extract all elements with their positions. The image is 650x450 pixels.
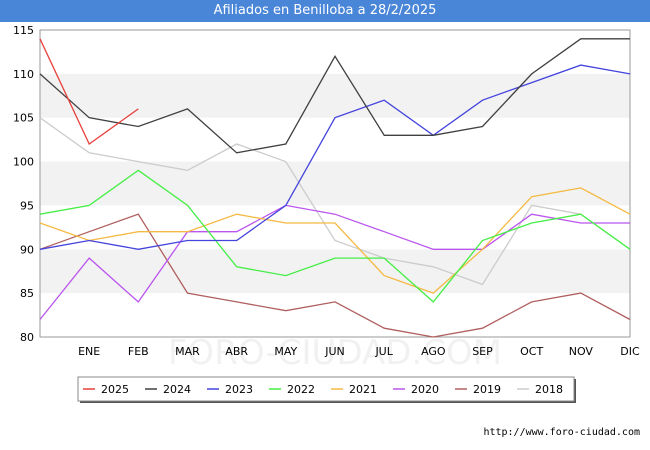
source-url: http://www.foro-ciudad.com	[483, 427, 640, 438]
x-tick-label: ABR	[225, 345, 248, 358]
series-line-2024	[39, 38, 630, 154]
y-tick-label: 80	[20, 331, 34, 344]
x-tick-label: OCT	[520, 345, 543, 358]
grid-band	[40, 161, 630, 206]
series-lines	[39, 38, 631, 338]
x-tick-label: FEB	[128, 345, 149, 358]
legend-label-2020: 2020	[411, 383, 439, 396]
grid-band	[40, 249, 630, 294]
series-line-2019	[39, 213, 631, 338]
x-tick-label: JUN	[324, 345, 345, 358]
y-tick-label: 110	[13, 68, 34, 81]
y-tick-label: 100	[13, 156, 34, 169]
x-tick-label: NOV	[569, 345, 594, 358]
y-tick-label: 85	[20, 287, 34, 300]
legend-label-2019: 2019	[473, 383, 501, 396]
series-line-2022	[39, 169, 631, 303]
legend-box	[77, 376, 575, 402]
chart-title: Afiliados en Benilloba a 28/2/2025	[0, 0, 650, 22]
x-tick-label: JUL	[374, 345, 393, 358]
grid-bands	[40, 30, 630, 337]
legend-label-2023: 2023	[225, 383, 253, 396]
x-tick-label: ENE	[78, 345, 100, 358]
legend-label-2025: 2025	[101, 383, 129, 396]
series-line-2021	[39, 187, 631, 294]
legend-label-2021: 2021	[349, 383, 377, 396]
y-tick-label: 105	[13, 112, 34, 125]
series-line-2023	[39, 64, 631, 250]
watermark-text: FORO-CIUDAD.COM	[168, 333, 502, 373]
legend-label-2018: 2018	[535, 383, 563, 396]
y-tick-label: 95	[20, 199, 34, 212]
x-tick-label: DIC	[620, 345, 640, 358]
series-line-2025	[39, 38, 139, 145]
x-tick-label: AGO	[421, 345, 446, 358]
legend-label-2024: 2024	[163, 383, 191, 396]
legend: 2025 2024 2023 2022 2021 2020 2019 2018	[77, 376, 576, 403]
grid-band	[40, 73, 630, 118]
x-tick-label: MAY	[274, 345, 297, 358]
x-tick-label: SEP	[472, 345, 493, 358]
y-tick-label: 115	[13, 24, 34, 37]
axes: 80 85 90 95 100 105 110 115 ENE FEB MAR ABR MAY JUN JU…	[13, 24, 640, 358]
y-tick-label: 90	[20, 243, 34, 256]
series-line-2020	[39, 204, 630, 320]
line-chart: FORO-CIUDAD.COM 80 85 90 95 100 105 110 115 ENE F…	[13, 24, 640, 403]
series-line-2018	[39, 117, 581, 286]
x-tick-label: MAR	[175, 345, 200, 358]
legend-label-2022: 2022	[287, 383, 315, 396]
plot-frame	[39, 29, 631, 338]
